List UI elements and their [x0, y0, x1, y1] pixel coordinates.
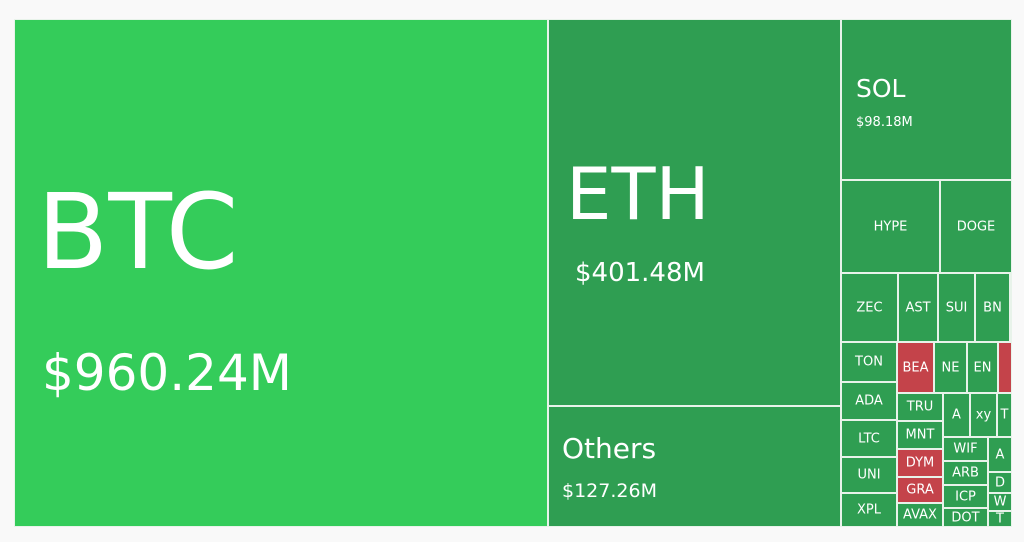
treemap-tile-icp[interactable]: ICP [943, 485, 988, 508]
treemap-tile-ada[interactable]: ADA [841, 382, 897, 420]
tile-label: Others [562, 432, 657, 465]
treemap-tile-w[interactable]: W [988, 493, 1012, 511]
tile-label: ZEC [856, 300, 883, 315]
treemap-tile-gra[interactable]: GRA [897, 477, 943, 503]
treemap-tile-btc[interactable]: BTC $960.24M [14, 19, 548, 527]
treemap-tile-arb[interactable]: ARB [943, 461, 988, 485]
treemap-tile-xpl[interactable]: XPL [841, 493, 897, 527]
tile-label: BTC [37, 171, 239, 293]
treemap-tile-doge[interactable]: DOGE [940, 180, 1012, 273]
treemap-tile-ton[interactable]: TON [841, 342, 897, 382]
tile-value: $960.24M [42, 344, 292, 402]
tile-label: D [994, 475, 1005, 490]
treemap-tile-zec[interactable]: ZEC [841, 273, 898, 342]
tile-label: UNI [857, 467, 881, 483]
tile-label: AVAX [903, 507, 937, 523]
tile-value: $127.26M [562, 480, 657, 502]
treemap-tile-dot[interactable]: DOT [943, 508, 988, 527]
treemap-tile-others[interactable]: Others $127.26M [548, 406, 841, 527]
treemap-tile-ne[interactable]: NE [934, 342, 967, 393]
tile-label: MNT [905, 427, 935, 443]
tile-label: T [996, 511, 1004, 527]
treemap-tile-uni[interactable]: UNI [841, 457, 897, 493]
tile-label: SOL [856, 74, 906, 103]
tile-label: TON [855, 354, 883, 370]
tile-label: ETH [566, 152, 710, 236]
treemap-tile-sol[interactable]: SOL $98.18M [841, 19, 1012, 180]
treemap-tile-t[interactable]: T [988, 511, 1012, 527]
tile-value: $401.48M [575, 258, 705, 288]
treemap-tile-ast[interactable]: AST [898, 273, 938, 342]
tile-label: A [995, 447, 1005, 462]
tile-label: DYM [905, 455, 935, 471]
tile-label: XPL [857, 502, 881, 518]
tile-value: $98.18M [856, 115, 913, 130]
tile-label: xy [975, 407, 992, 423]
treemap-tile-d[interactable]: D [988, 472, 1012, 493]
treemap-tile-sui[interactable]: SUI [938, 273, 975, 342]
treemap-tile-dym[interactable]: DYM [897, 449, 943, 477]
tile-label: GRA [906, 482, 934, 498]
treemap-tile-en[interactable]: EN [967, 342, 998, 393]
tile-label: EN [973, 360, 992, 375]
treemap-tile-a[interactable]: A [943, 393, 970, 437]
tile-label: TRU [906, 399, 934, 415]
tile-label: ADA [855, 393, 883, 409]
treemap-tile-tru[interactable]: TRU [897, 393, 943, 421]
treemap-tile-wif[interactable]: WIF [943, 437, 988, 461]
tile-label: HYPE [873, 219, 908, 234]
treemap-tile-avax[interactable]: AVAX [897, 503, 943, 527]
tile-label: DOGE [956, 219, 996, 234]
treemap-tile-hype[interactable]: HYPE [841, 180, 940, 273]
tile-label: DOT [951, 510, 980, 525]
treemap-tile-bea[interactable]: BEA [897, 342, 934, 393]
tile-label: ICP [955, 489, 976, 504]
treemap-tile-eth[interactable]: ETH $401.48M [548, 19, 841, 406]
treemap-tile-bn[interactable]: BN [975, 273, 1010, 342]
treemap-tile-a[interactable]: A [988, 437, 1012, 472]
tile-label: BEA [902, 360, 929, 375]
tile-label: WIF [953, 441, 978, 457]
tile-label: A [952, 407, 961, 423]
tile-label: SUI [945, 300, 968, 315]
tile-label: ARB [952, 465, 979, 481]
tile-label: AST [905, 300, 931, 315]
treemap-tile-unlabeled[interactable] [998, 342, 1012, 393]
tile-label: LTC [858, 431, 880, 446]
tile-label: BN [983, 300, 1002, 315]
treemap-tile-xy[interactable]: xy [970, 393, 997, 437]
tile-label: NE [941, 360, 960, 375]
treemap-tile-ltc[interactable]: LTC [841, 420, 897, 457]
treemap-tile-unlabeled[interactable] [1010, 273, 1012, 342]
treemap-tile-mnt[interactable]: MNT [897, 421, 943, 449]
treemap-tile-t[interactable]: T [997, 393, 1012, 437]
tile-label: W [993, 494, 1007, 510]
tile-label: T [1000, 407, 1009, 423]
